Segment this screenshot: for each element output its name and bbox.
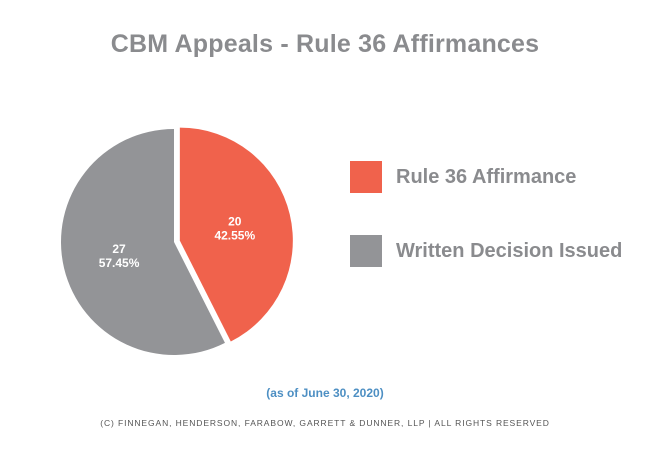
- as-of-note: (as of June 30, 2020): [266, 386, 384, 400]
- legend-item-written-decision: Written Decision Issued: [350, 234, 622, 268]
- legend-swatch-rule-36: [350, 161, 382, 193]
- pie-slice-written-decision-issued: [60, 129, 225, 355]
- slice-percent-label-0: 42.55%: [214, 229, 255, 243]
- slice-value-label-0: 20: [228, 215, 242, 229]
- chart-title: CBM Appeals - Rule 36 Affirmances: [110, 30, 540, 58]
- legend-swatch-written-decision: [350, 235, 382, 267]
- legend-label-written-decision: Written Decision Issued: [396, 239, 623, 262]
- slice-percent-label-1: 57.45%: [99, 256, 140, 270]
- copyright-notice: (C) FINNEGAN, HENDERSON, FARABOW, GARRET…: [100, 418, 550, 428]
- legend-item-rule-36: Rule 36 Affirmance: [350, 160, 622, 194]
- legend-label-rule-36: Rule 36 Affirmance: [396, 165, 577, 188]
- pie-slice-rule-36-affirmance: [179, 127, 293, 342]
- slice-value-label-1: 27: [112, 242, 126, 256]
- chart-legend: Rule 36 Affirmance Written Decision Issu…: [350, 160, 622, 308]
